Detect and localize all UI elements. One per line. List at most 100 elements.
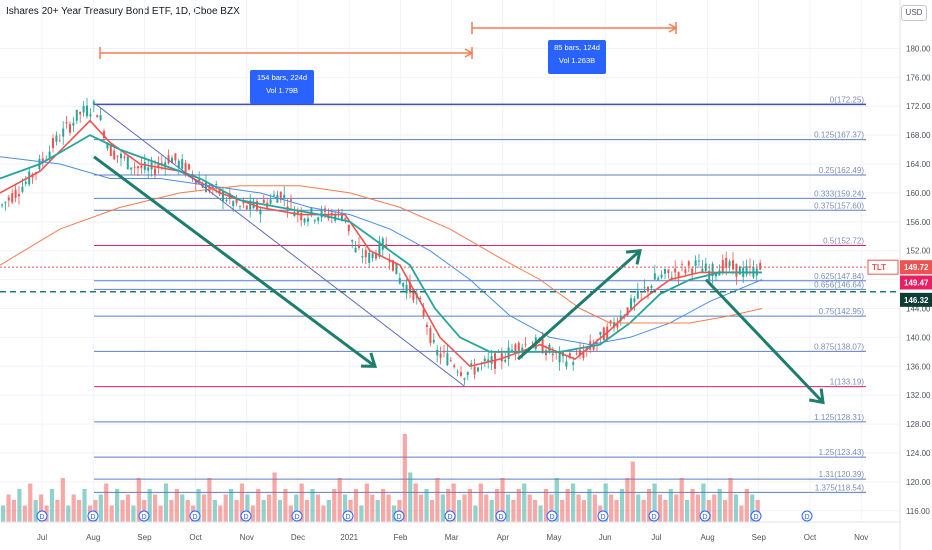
candle-body — [239, 206, 241, 208]
volume-bar — [625, 478, 630, 522]
volume-bar — [712, 494, 717, 522]
candle-body — [269, 199, 272, 204]
price-axis-label: 144.00 — [906, 305, 931, 314]
trend-arrow — [517, 249, 641, 361]
candle-body — [181, 159, 184, 169]
volume-bar — [49, 489, 55, 522]
volume-bar — [701, 483, 706, 522]
candle-body — [653, 273, 656, 280]
candle-body — [392, 260, 394, 271]
candle-body — [14, 189, 17, 198]
volume-bar — [391, 505, 397, 522]
candle-body — [62, 128, 65, 137]
volume-bar — [674, 494, 679, 522]
volume-bar — [66, 505, 71, 522]
time-axis-label: Dec — [291, 533, 305, 542]
price-axis-label: 180.00 — [906, 44, 931, 53]
volume-bar — [457, 500, 462, 522]
fib-level-label: 0.333(159.24) — [814, 189, 864, 198]
time-axis-label: 2021 — [340, 533, 358, 542]
candle-body — [385, 244, 388, 249]
currency-button[interactable]: USD — [901, 5, 927, 21]
candle-body — [262, 199, 265, 203]
candle-body — [344, 217, 347, 220]
volume-bar — [614, 500, 619, 522]
candle-body — [473, 366, 476, 375]
candle-body — [116, 155, 119, 157]
range-callout-2-bars: 85 bars, 124d — [554, 43, 600, 52]
volume-bar — [250, 505, 255, 522]
volume-bar — [93, 500, 98, 522]
candle-body — [113, 150, 116, 160]
candle-body — [572, 362, 575, 365]
volume-bar — [207, 478, 212, 522]
candle-body — [443, 350, 445, 353]
candle-body — [337, 210, 340, 212]
volume-bar — [11, 500, 17, 522]
dividend-marker — [189, 510, 201, 522]
volume-bar — [473, 505, 478, 522]
candle-body — [174, 153, 177, 161]
candle-body — [759, 262, 762, 270]
candle-body — [436, 349, 439, 356]
volume-bar — [516, 489, 521, 522]
range-callout-1[interactable]: 154 bars, 224d Vol 1.79B — [250, 70, 314, 104]
volume-bar — [158, 505, 163, 522]
price-axis-label: 156.00 — [906, 218, 931, 227]
fib-level-label: 0(172.25) — [830, 95, 865, 104]
volume-bar — [131, 505, 136, 522]
volume-bar — [576, 494, 581, 522]
volume-bar — [234, 500, 239, 522]
time-axis-label: Jul — [37, 533, 47, 542]
volume-bar — [723, 500, 728, 522]
candle-body — [259, 209, 262, 215]
time-axis-label: Sep — [137, 533, 152, 542]
volume-bar — [343, 494, 348, 522]
volume-bar — [17, 489, 22, 522]
volume-bar — [180, 494, 185, 522]
trend-arrow-head — [625, 249, 642, 265]
candle-body — [687, 261, 690, 266]
candle-body — [167, 155, 170, 164]
candle-body — [106, 143, 109, 149]
candle-body — [109, 145, 112, 156]
price-axis-label: 164.00 — [906, 160, 931, 169]
candle-body — [405, 284, 408, 294]
candle-body — [317, 217, 320, 221]
volume-bar — [636, 494, 641, 522]
dividend-marker — [699, 510, 711, 522]
price-axis-label: 116.00 — [906, 507, 930, 516]
candle-body — [48, 151, 51, 158]
volume-bar — [125, 494, 131, 522]
dividend-marker-label: D — [39, 514, 44, 521]
dividend-marker-label: D — [90, 514, 95, 521]
candle-body — [388, 260, 391, 263]
fib-level-label: 0.875(138.07) — [814, 342, 864, 351]
fib-level-label: 1.125(128.31) — [814, 413, 864, 422]
volume-bar — [370, 494, 375, 522]
dividend-marker-label: D — [804, 514, 809, 521]
candle-body — [701, 268, 704, 274]
candle-body — [303, 218, 306, 223]
volume-bar — [424, 489, 429, 522]
volume-bar — [484, 494, 489, 522]
candle-body — [412, 289, 415, 301]
volume-bar — [375, 500, 380, 522]
candle-body — [745, 266, 748, 275]
volume-bar — [294, 494, 299, 522]
candle-body — [728, 261, 731, 267]
range-callout-2[interactable]: 85 bars, 124d Vol 1.263B — [548, 40, 606, 74]
volume-bar — [337, 478, 342, 522]
volume-bar — [706, 500, 711, 522]
time-axis-label: Nov — [854, 533, 868, 542]
candle-body — [147, 167, 150, 171]
candle-body — [453, 365, 456, 368]
candle-body — [470, 363, 473, 366]
volume-bar — [511, 500, 516, 522]
candle-body — [205, 182, 207, 193]
candle-body — [664, 269, 666, 274]
volume-bar — [744, 489, 749, 522]
candle-body — [439, 353, 442, 358]
price-axis-label: 124.00 — [906, 449, 931, 458]
